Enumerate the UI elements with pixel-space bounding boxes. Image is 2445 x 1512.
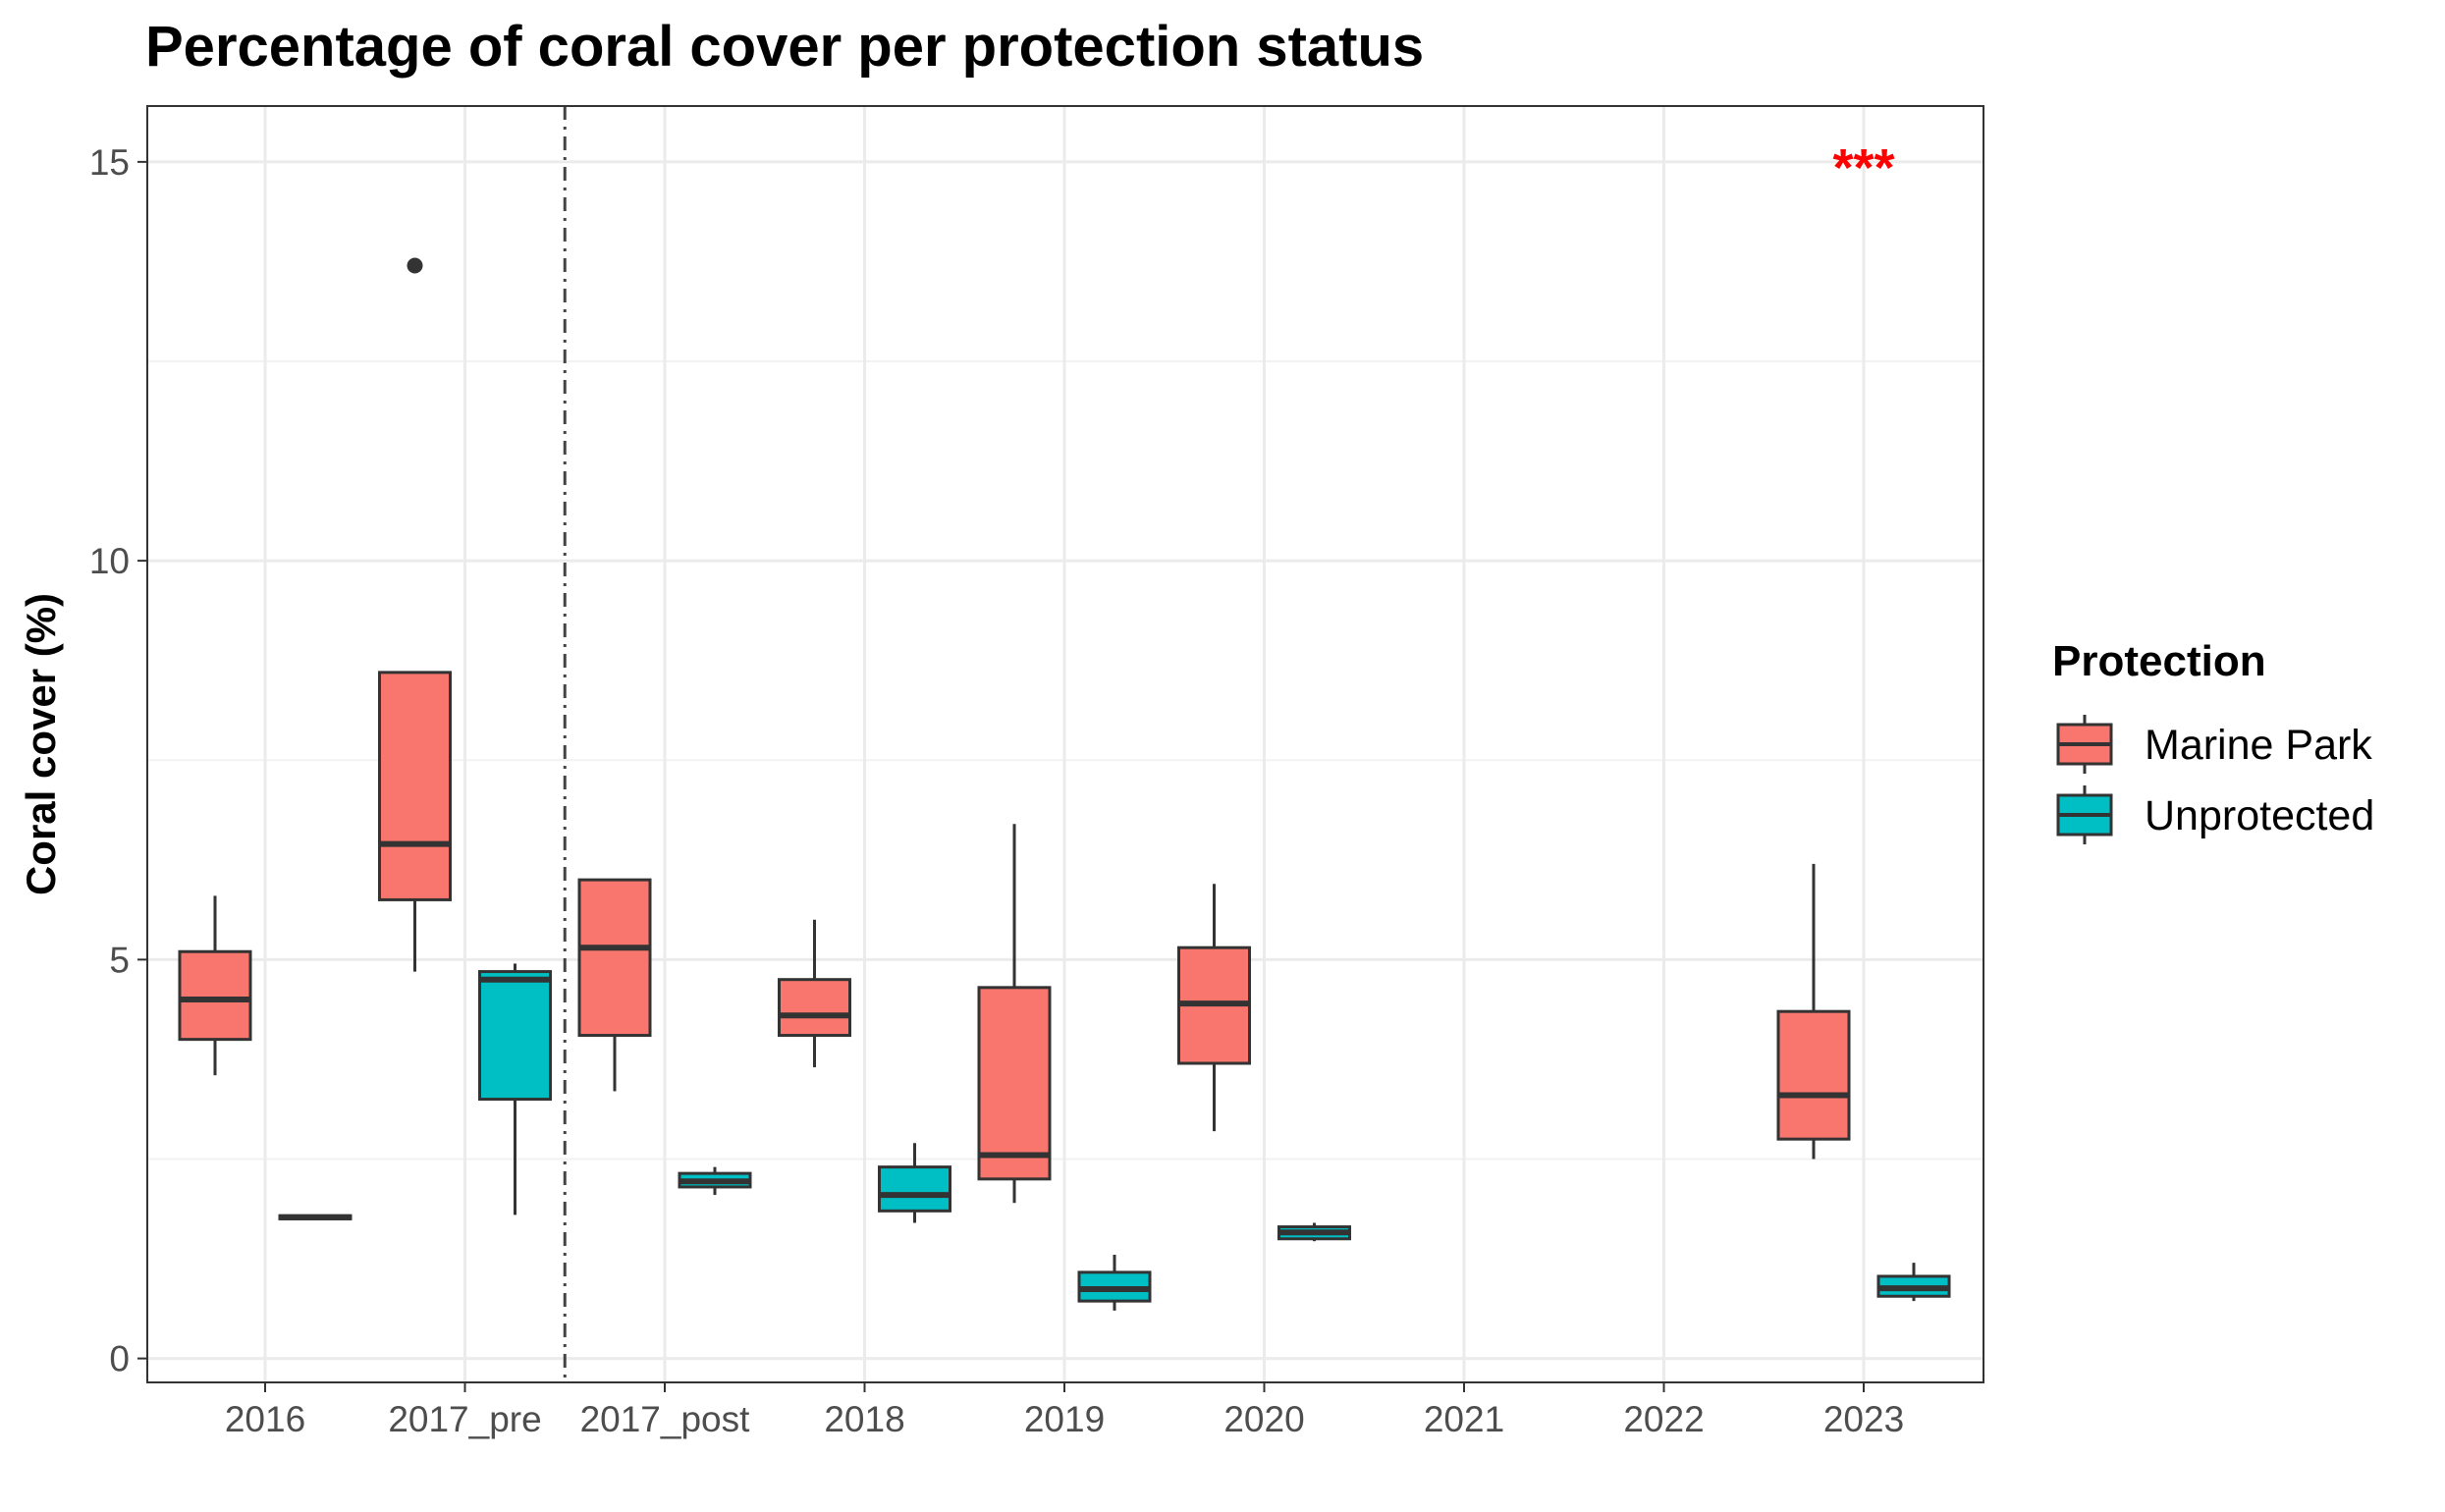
x-tick-label: 2023 — [1823, 1399, 1904, 1439]
box-unprotected-2017_pre — [478, 963, 552, 1215]
y-tick-label: 15 — [89, 142, 130, 183]
legend: Protection Marine Park Unprotected — [2052, 637, 2374, 844]
box-body — [778, 978, 851, 1038]
y-tick-label: 0 — [109, 1339, 130, 1379]
x-tick-label: 2019 — [1024, 1399, 1105, 1439]
grid-lines — [147, 106, 1983, 1382]
x-tick-label: 2021 — [1424, 1399, 1504, 1439]
chart-title: Percentage of coral cover per protection… — [145, 15, 1425, 79]
x-tick-label: 2017_post — [580, 1399, 751, 1439]
box-marine-park-2020 — [1177, 884, 1251, 1132]
box-body — [977, 986, 1052, 1181]
y-axis-title: Coral cover (%) — [18, 593, 64, 895]
legend-title: Protection — [2052, 637, 2266, 685]
box-marine-park-2018 — [778, 919, 851, 1068]
box-body — [878, 1165, 951, 1213]
legend-item-marine-park: Marine Park — [2056, 715, 2372, 774]
box-unprotected-2020 — [1277, 1222, 1351, 1242]
x-tick-label: 2018 — [824, 1399, 904, 1439]
significance-label: *** — [1832, 138, 1894, 197]
box-marine-park-2017_pre — [378, 257, 452, 972]
box-body — [478, 970, 552, 1102]
box-body — [178, 949, 252, 1042]
x-tick-label: 2022 — [1623, 1399, 1704, 1439]
y-tick-label: 10 — [89, 541, 130, 581]
x-tick-label: 2020 — [1223, 1399, 1304, 1439]
box-unprotected-2016 — [278, 1214, 353, 1220]
x-tick-label: 2016 — [225, 1399, 305, 1439]
box-marine-park-2023 — [1776, 863, 1851, 1160]
box-body — [378, 671, 452, 901]
legend-label: Unprotected — [2145, 792, 2374, 839]
box-unprotected-2019 — [1077, 1255, 1152, 1311]
box-unprotected-2017_post — [678, 1166, 752, 1196]
x-axis: 2016 2017_pre 2017_post 2018 2019 2020 2021 202… — [225, 1382, 1904, 1439]
outlier-point — [407, 257, 423, 274]
box-marine-park-2019 — [977, 824, 1052, 1204]
box-body — [577, 878, 652, 1038]
box-marine-park-2017_post — [577, 878, 652, 1092]
box-unprotected-2023 — [1876, 1263, 1951, 1302]
box-body — [1776, 1009, 1851, 1141]
annotations: *** — [1832, 138, 1894, 197]
box-marks — [178, 257, 1951, 1311]
y-tick-label: 5 — [109, 940, 130, 980]
x-tick-label: 2017_pre — [388, 1399, 541, 1439]
legend-item-unprotected: Unprotected — [2056, 785, 2374, 844]
y-axis: 0 5 10 15 — [89, 142, 147, 1379]
box-unprotected-2018 — [878, 1143, 951, 1223]
legend-label: Marine Park — [2145, 722, 2372, 769]
box-marine-park-2016 — [178, 895, 252, 1076]
